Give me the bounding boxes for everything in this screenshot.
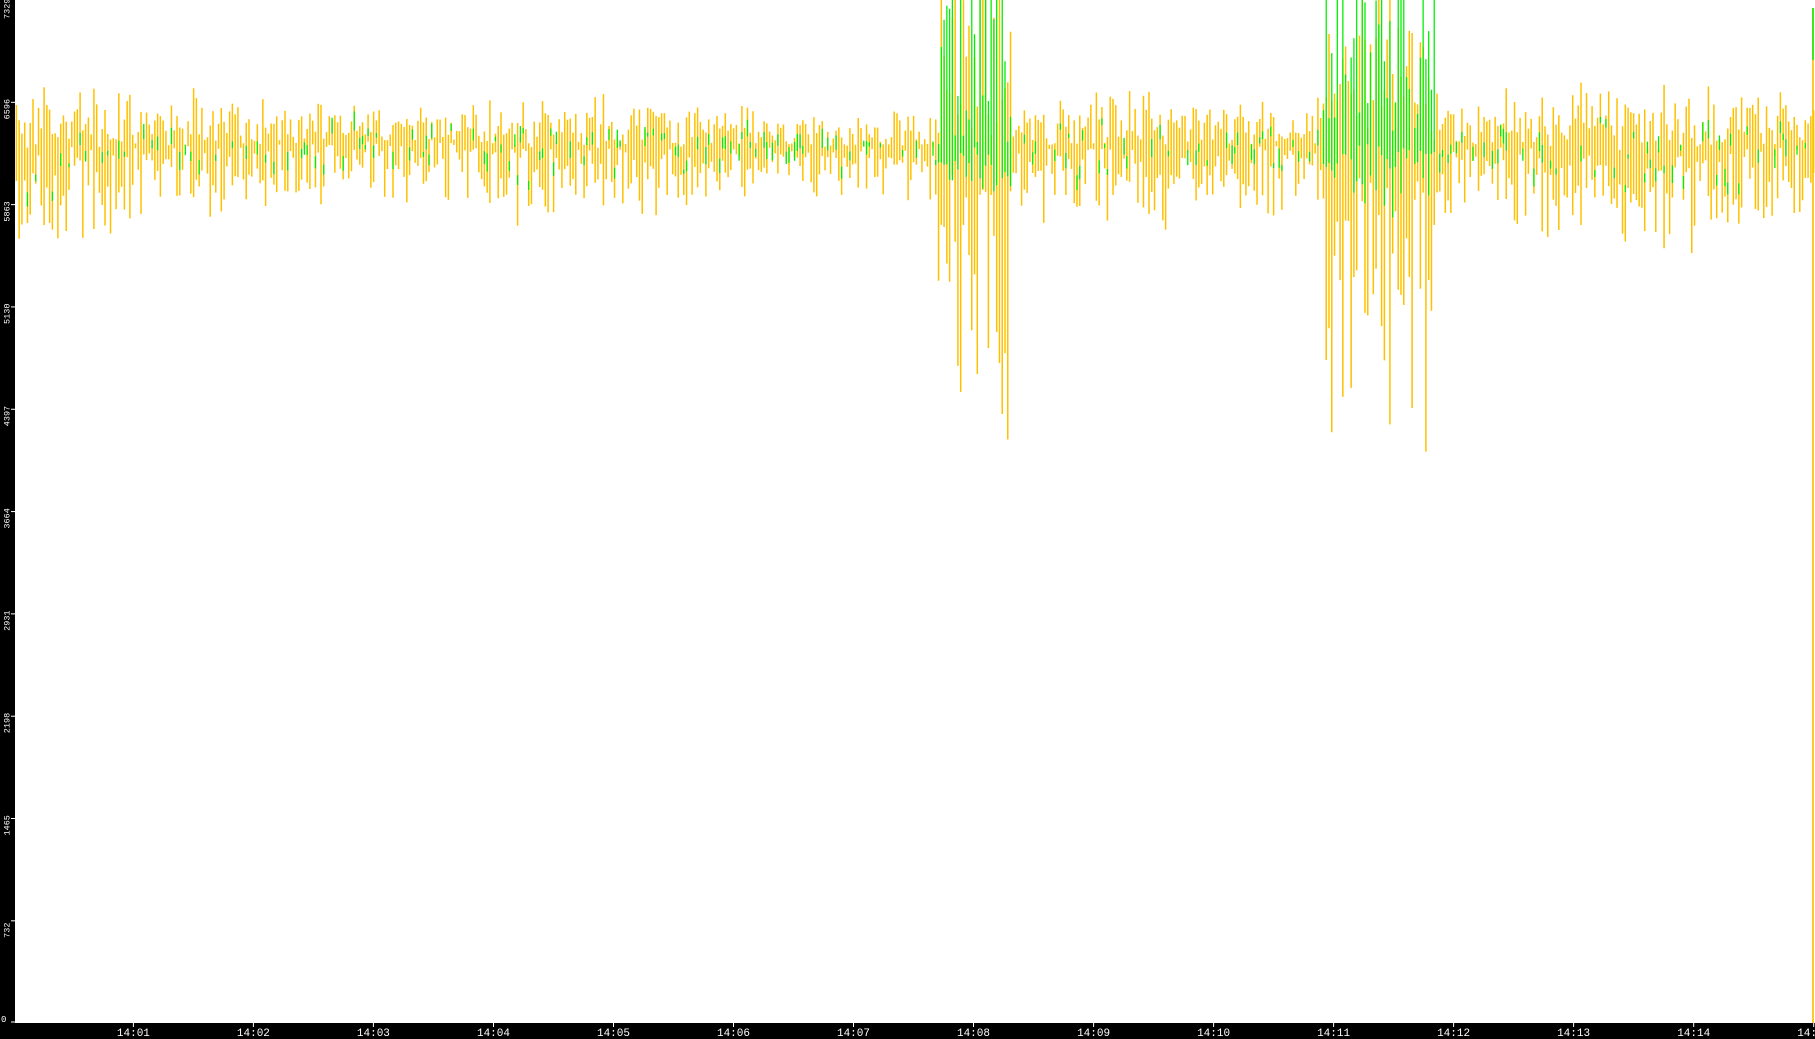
svg-text:7329: 7329	[3, 0, 13, 19]
svg-text:14:01: 14:01	[117, 1028, 150, 1039]
svg-text:14:07: 14:07	[837, 1028, 870, 1039]
svg-text:14:13: 14:13	[1557, 1028, 1590, 1039]
svg-text:14:02: 14:02	[237, 1028, 270, 1039]
svg-text:14:12: 14:12	[1437, 1028, 1470, 1039]
svg-text:5130: 5130	[3, 304, 13, 324]
svg-text:14:14: 14:14	[1677, 1028, 1710, 1039]
svg-text:6596: 6596	[3, 99, 13, 119]
svg-text:5863: 5863	[3, 201, 13, 221]
svg-text:14:03: 14:03	[357, 1028, 390, 1039]
svg-text:14:10: 14:10	[1197, 1028, 1230, 1039]
svg-text:2931: 2931	[3, 610, 13, 630]
svg-text:14:04: 14:04	[477, 1028, 510, 1039]
svg-text:4397: 4397	[3, 406, 13, 426]
svg-text:14:11: 14:11	[1317, 1028, 1350, 1039]
svg-text:14:09: 14:09	[1077, 1028, 1110, 1039]
svg-text:732: 732	[3, 923, 13, 938]
svg-text:14:05: 14:05	[597, 1028, 630, 1039]
svg-text:14:06: 14:06	[717, 1028, 750, 1039]
svg-text:1465: 1465	[3, 815, 13, 835]
svg-text:14:15: 14:15	[1797, 1028, 1815, 1039]
svg-text:0: 0	[1, 1015, 6, 1025]
svg-text:3664: 3664	[3, 508, 13, 528]
svg-text:2198: 2198	[3, 713, 13, 733]
svg-text:14:08: 14:08	[957, 1028, 990, 1039]
